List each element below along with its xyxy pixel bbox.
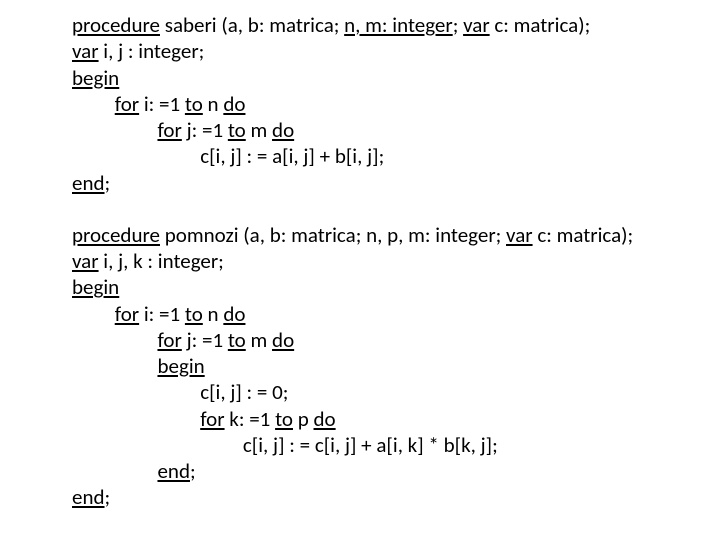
kw-for: for <box>115 91 139 117</box>
kw-end: end <box>72 484 105 510</box>
kw-begin: begin <box>157 353 204 379</box>
kw-do: do <box>314 406 336 432</box>
code-line: begin <box>72 274 720 300</box>
kw-var: var <box>72 38 99 64</box>
code-line: c[i, j] : = c[i, j] + a[i, k] * b[k, j]; <box>72 432 720 458</box>
kw-end: end <box>157 458 190 484</box>
kw-for: for <box>157 327 181 353</box>
code-line: c[i, j] : = 0; <box>72 379 720 405</box>
kw-for: for <box>200 406 224 432</box>
code-line: end; <box>72 484 720 510</box>
kw-to: to <box>185 301 203 327</box>
kw-to: to <box>275 406 293 432</box>
kw-do: do <box>272 117 294 143</box>
kw-begin: begin <box>72 274 119 300</box>
kw-var: var <box>72 248 99 274</box>
code-line: for i: =1 to n do <box>72 91 720 117</box>
code-line: c[i, j] : = a[i, j] + b[i, j]; <box>72 143 720 169</box>
code-page: procedure saberi (a, b: matrica; n, m: i… <box>0 0 720 511</box>
code-line: begin <box>72 353 720 379</box>
code-line: end; <box>72 170 720 196</box>
code-line: for j: =1 to m do <box>72 327 720 353</box>
code-line: procedure pomnozi (a, b: matrica; n, p, … <box>72 222 720 248</box>
kw-var: var <box>506 222 533 248</box>
code-line: procedure saberi (a, b: matrica; n, m: i… <box>72 12 720 38</box>
kw-procedure: procedure <box>72 12 160 38</box>
kw-end: end <box>72 170 105 196</box>
kw-begin: begin <box>72 65 119 91</box>
kw-procedure: procedure <box>72 222 160 248</box>
code-line: var i, j : integer; <box>72 38 720 64</box>
kw-do: do <box>223 301 245 327</box>
kw-do: do <box>223 91 245 117</box>
kw-var: var <box>463 12 490 38</box>
kw-for: for <box>157 117 181 143</box>
kw-do: do <box>272 327 294 353</box>
code-line: for j: =1 to m do <box>72 117 720 143</box>
code-line: end; <box>72 458 720 484</box>
code-line: var i, j, k : integer; <box>72 248 720 274</box>
kw-to: to <box>185 91 203 117</box>
code-line: for k: =1 to p do <box>72 406 720 432</box>
code-line: for i: =1 to n do <box>72 301 720 327</box>
kw-to: to <box>228 117 246 143</box>
code-line: begin <box>72 65 720 91</box>
kw-to: to <box>228 327 246 353</box>
blank-line <box>72 196 720 222</box>
kw-for: for <box>115 301 139 327</box>
